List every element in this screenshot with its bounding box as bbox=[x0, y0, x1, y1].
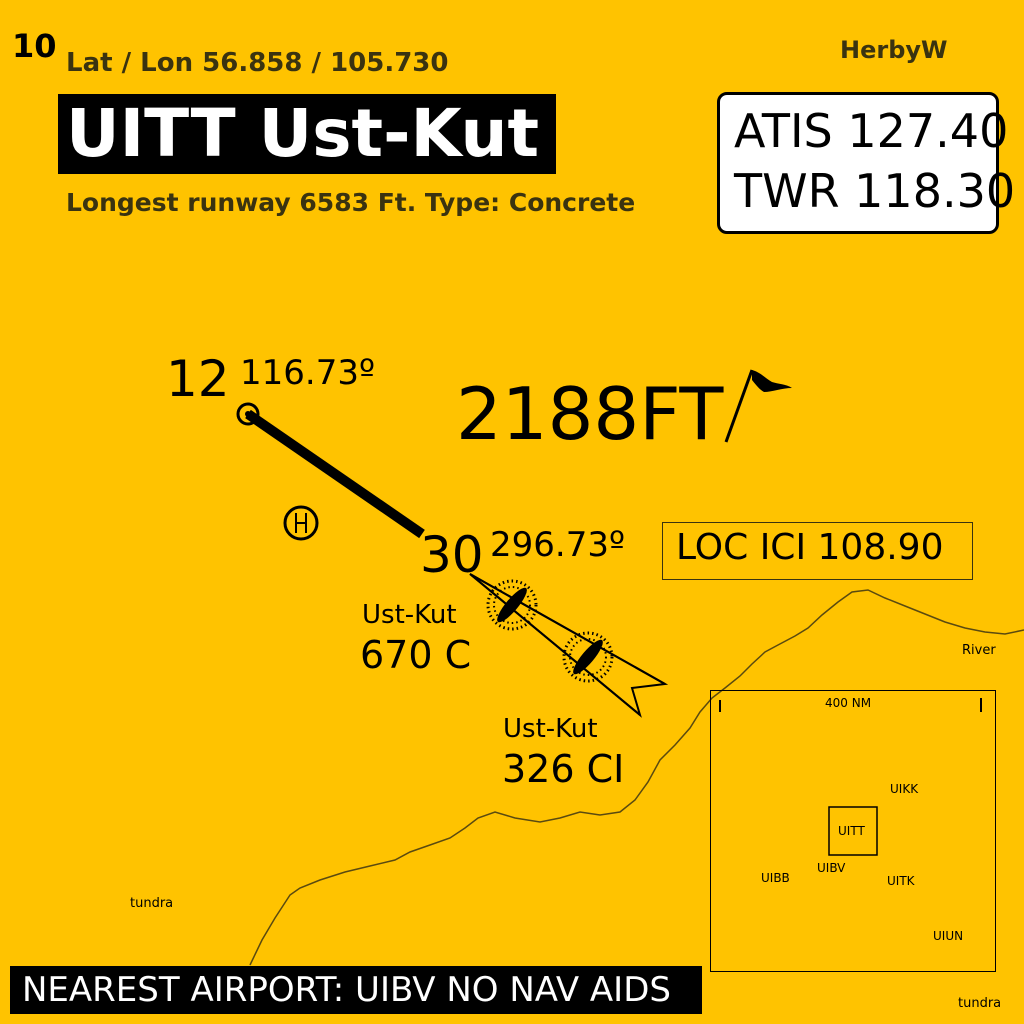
inset-scale: 400 NM bbox=[825, 696, 872, 710]
localizer-box bbox=[662, 522, 973, 580]
inset-airport: UITK bbox=[887, 874, 915, 888]
nearest-airport-text: NEAREST AIRPORT: UIBV NO NAV AIDS bbox=[22, 970, 671, 1010]
airport-title: UITT Ust-Kut bbox=[66, 95, 540, 172]
runway-end-12-heading: 116.73º bbox=[240, 353, 375, 393]
ndb-frequency: 670 C bbox=[360, 633, 472, 677]
field-elevation: 2188FT bbox=[456, 372, 724, 456]
inset-airport: UIUN bbox=[933, 929, 964, 943]
tundra-label: tundra bbox=[130, 896, 174, 911]
runway-threshold-marker bbox=[236, 402, 260, 426]
frequency-box bbox=[717, 92, 999, 234]
heliport-icon bbox=[283, 505, 319, 541]
lat-lon: Lat / Lon 56.858 / 105.730 bbox=[66, 48, 449, 78]
runway-info: Longest runway 6583 Ft. Type: Concrete bbox=[66, 188, 636, 217]
localizer-icon bbox=[469, 573, 669, 718]
localizer-frequency: LOC ICI 108.90 bbox=[676, 527, 944, 568]
nearest-airport-banner bbox=[10, 966, 702, 1014]
inset-map bbox=[710, 690, 996, 972]
inset-airport: UITT bbox=[838, 824, 865, 838]
title-background bbox=[58, 94, 556, 174]
flag-icon bbox=[724, 369, 792, 443]
inset-airport: UIBV bbox=[817, 861, 846, 875]
tower-frequency: TWR 118.30 bbox=[734, 164, 1016, 218]
ndb-icon bbox=[562, 631, 614, 683]
inset-airport: UIBB bbox=[761, 871, 790, 885]
runway-end-30-id: 30 bbox=[420, 526, 484, 584]
ndb-name: Ust-Kut bbox=[503, 714, 598, 744]
tundra-label: tundra bbox=[958, 996, 1002, 1011]
runway-end-12-id: 12 bbox=[166, 350, 230, 408]
river-line bbox=[249, 589, 1024, 966]
inset-uitt-box bbox=[828, 806, 878, 856]
author: HerbyW bbox=[840, 36, 948, 64]
inset-airport: UIKK bbox=[890, 782, 919, 796]
ndb-icon bbox=[486, 579, 538, 631]
ndb-frequency: 326 CI bbox=[502, 747, 625, 791]
runway-end-30-heading: 296.73º bbox=[490, 525, 625, 565]
river-label: River bbox=[962, 643, 996, 658]
ndb-name: Ust-Kut bbox=[362, 600, 457, 630]
atis-frequency: ATIS 127.40 bbox=[734, 104, 1009, 158]
chart-number: 10 bbox=[12, 27, 57, 65]
runway-strip bbox=[245, 409, 425, 539]
